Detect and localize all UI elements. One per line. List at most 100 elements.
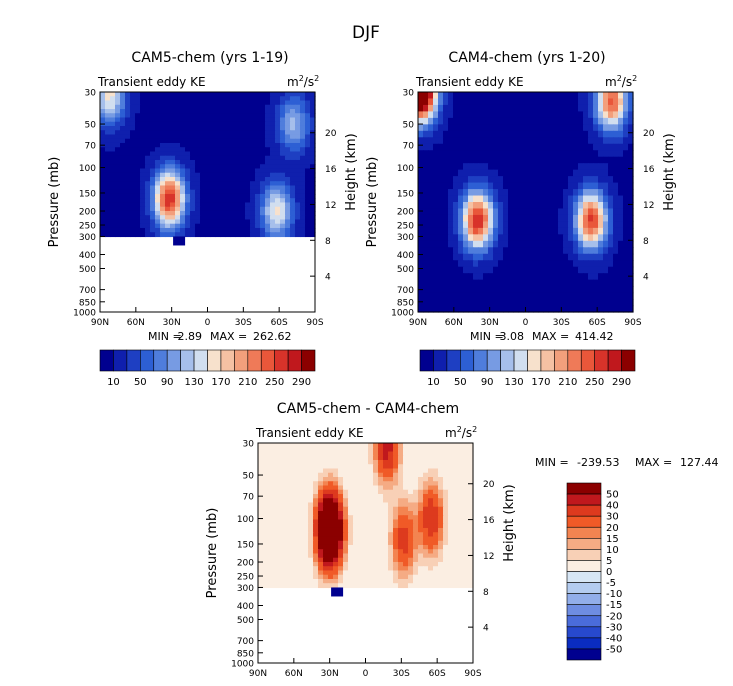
heatmap-cell: [368, 540, 374, 546]
heatmap-cell: [300, 168, 306, 174]
heatmap-cell: [448, 150, 454, 158]
heatmap-cell: [628, 292, 634, 300]
heatmap-cell: [588, 240, 594, 248]
heatmap-cell: [518, 273, 524, 281]
heatmap-cell: [105, 117, 111, 123]
heatmap-cell: [553, 208, 559, 216]
panel-title: CAM5-chem - CAM4-chem: [277, 401, 459, 417]
heatmap-cell: [343, 549, 349, 555]
heatmap-cell: [180, 142, 186, 148]
heatmap-cell: [623, 299, 629, 307]
heatmap-cell: [418, 227, 424, 235]
heatmap-cell: [423, 468, 429, 474]
heatmap-cell: [348, 566, 354, 572]
heatmap-cell: [363, 578, 369, 584]
heatmap-cell: [448, 506, 454, 512]
heatmap-cell: [293, 510, 299, 516]
heatmap-cell: [523, 221, 529, 229]
heatmap-cell: [230, 189, 236, 195]
heatmap-cell: [618, 273, 624, 281]
heatmap-cell: [290, 210, 296, 216]
heatmap-cell: [310, 193, 316, 199]
x-tick-label: 0: [363, 669, 369, 679]
heatmap-cell: [563, 189, 569, 197]
heatmap-cell: [305, 92, 311, 97]
heatmap-cell: [473, 266, 479, 274]
heatmap-cell: [498, 137, 504, 145]
heatmap-cell: [363, 455, 369, 461]
heatmap-cell: [593, 292, 599, 300]
heatmap-cell: [318, 561, 324, 567]
heatmap-cell: [543, 156, 549, 164]
heatmap-cell: [538, 98, 544, 106]
heatmap-cell: [523, 156, 529, 164]
heatmap-cell: [125, 121, 131, 127]
heatmap-cell: [438, 137, 444, 145]
heatmap-cell: [155, 109, 161, 114]
heatmap-cell: [285, 189, 291, 195]
heatmap-cell: [353, 498, 359, 504]
heatmap-cell: [608, 117, 614, 125]
heatmap-cell: [448, 202, 454, 210]
heatmap-cell: [453, 117, 459, 125]
heatmap-cell: [463, 124, 469, 132]
heatmap-cell: [553, 273, 559, 281]
heatmap-cell: [235, 104, 241, 110]
heatmap-cell: [363, 493, 369, 499]
heatmap-cell: [240, 202, 246, 208]
heatmap-cell: [308, 476, 314, 482]
heatmap-cell: [628, 221, 634, 229]
heatmap-cell: [408, 510, 414, 516]
heatmap-cell: [453, 447, 459, 453]
heatmap-cell: [333, 532, 339, 538]
heatmap-cell: [498, 208, 504, 216]
heatmap-cell: [263, 485, 269, 491]
heatmap-cell: [528, 202, 534, 210]
min-label: MIN =: [148, 330, 182, 343]
heatmap-cell: [283, 553, 289, 559]
heatmap-cell: [190, 176, 196, 182]
heatmap-cell: [413, 515, 419, 521]
heatmap-cell: [458, 493, 464, 499]
heatmap-cell: [493, 169, 499, 177]
heatmap-cell: [338, 583, 344, 589]
heatmap-cell: [443, 130, 449, 138]
heatmap-cell: [155, 104, 161, 110]
heatmap-cell: [573, 111, 579, 119]
heatmap-cell: [343, 515, 349, 521]
heatmap-cell: [403, 519, 409, 525]
heatmap-cell: [548, 202, 554, 210]
heatmap-cell: [308, 447, 314, 453]
heatmap-cell: [225, 210, 231, 216]
heatmap-cell: [215, 100, 221, 106]
heatmap-cell: [245, 181, 251, 187]
heatmap-cell: [205, 193, 211, 199]
heatmap-cell: [313, 549, 319, 555]
heatmap-cell: [105, 159, 111, 165]
heatmap-cell: [270, 185, 276, 191]
heatmap-cell: [303, 506, 309, 512]
heatmap-cell: [225, 121, 231, 127]
heatmap-cell: [245, 189, 251, 195]
heatmap-cell: [268, 506, 274, 512]
heatmap-cell: [503, 143, 509, 151]
heatmap-cell: [265, 172, 271, 178]
heatmap-cell: [273, 464, 279, 470]
heatmap-cell: [200, 176, 206, 182]
heatmap-cell: [373, 561, 379, 567]
heatmap-cell: [573, 169, 579, 177]
heatmap-cell: [533, 292, 539, 300]
heatmap-cell: [308, 468, 314, 474]
heatmap-cell: [518, 182, 524, 190]
heatmap-cell: [235, 117, 241, 123]
heatmap-cell: [205, 104, 211, 110]
heatmap-cell: [523, 234, 529, 242]
heatmap-cell: [140, 147, 146, 153]
heatmap-cell: [568, 279, 574, 287]
heatmap-cell: [613, 182, 619, 190]
heatmap-cell: [588, 227, 594, 235]
heatmap-cell: [573, 253, 579, 261]
max-value: 127.44: [680, 456, 719, 469]
heatmap-cell: [260, 181, 266, 187]
heatmap-cell: [298, 455, 304, 461]
